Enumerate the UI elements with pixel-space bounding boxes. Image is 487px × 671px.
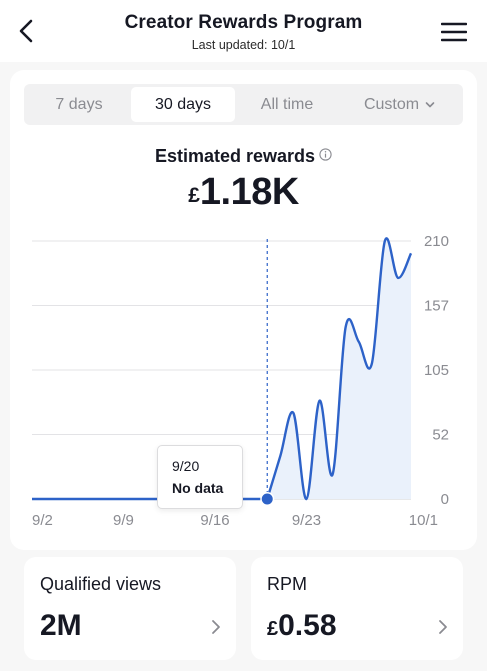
series-line xyxy=(266,237,413,501)
series-area xyxy=(267,238,411,500)
x-tick-label: 10/1 xyxy=(409,512,438,529)
rpm-label: RPM xyxy=(267,574,307,594)
menu-icon[interactable] xyxy=(441,20,467,44)
back-arrow-icon[interactable] xyxy=(14,18,40,44)
tab-label: 7 days xyxy=(55,95,103,113)
rewards-amount: 1.18K xyxy=(199,171,299,213)
estimated-rewards-heading: Estimated rewards xyxy=(10,146,477,167)
y-tick-label: 210 xyxy=(424,233,449,250)
tab-label: 30 days xyxy=(154,95,212,113)
stat-number: 2M xyxy=(40,609,82,642)
x-tick-label: 9/23 xyxy=(292,512,321,529)
page-title: Creator Rewards Program xyxy=(124,12,363,33)
tab-30-days[interactable]: 30 days xyxy=(131,87,235,122)
stat-number: 0.58 xyxy=(278,609,337,642)
date-range-tabs: 7 days 30 days All time Custom xyxy=(24,84,463,125)
y-tick-label: 157 xyxy=(424,298,449,315)
tab-label: Custom xyxy=(363,95,420,113)
line-chart-svg: 0 52 105 157 210 9/2 9/9 9/16 9/23 10/1 xyxy=(32,233,449,529)
x-tick-label: 9/16 xyxy=(200,512,229,529)
rpm-value: £0.58 xyxy=(267,609,337,643)
tooltip-value: No data xyxy=(172,480,224,496)
tab-custom[interactable]: Custom xyxy=(339,87,460,122)
estimated-rewards-label: Estimated rewards xyxy=(154,146,316,166)
info-icon[interactable] xyxy=(319,148,332,161)
tab-all-time[interactable]: All time xyxy=(235,87,339,122)
currency-symbol: £ xyxy=(188,184,200,207)
x-tick-label: 9/9 xyxy=(113,512,134,529)
currency-symbol: £ xyxy=(267,618,279,640)
rpm-card[interactable]: RPM £0.58 xyxy=(251,557,463,660)
chevron-down-icon xyxy=(425,101,435,107)
qualified-views-value: 2M xyxy=(40,609,82,643)
highlight-dot xyxy=(261,493,273,505)
y-tick-label: 105 xyxy=(424,362,449,379)
top-bar: Creator Rewards Program Last updated: 10… xyxy=(0,0,487,62)
qualified-views-card[interactable]: Qualified views 2M xyxy=(24,557,236,660)
last-updated-text: Last updated: 10/1 xyxy=(191,38,296,52)
tooltip-date: 9/20 xyxy=(172,458,200,474)
estimated-rewards-value: £1.18K xyxy=(10,171,477,214)
qualified-views-label: Qualified views xyxy=(40,574,162,594)
chart-tooltip: 9/20 No data xyxy=(157,445,243,509)
y-tick-label: 52 xyxy=(432,427,449,444)
y-tick-label: 0 xyxy=(441,491,449,508)
chevron-right-icon xyxy=(212,620,220,634)
tab-7-days[interactable]: 7 days xyxy=(27,87,131,122)
tab-label: All time xyxy=(260,95,314,113)
chevron-right-icon xyxy=(439,620,447,634)
rewards-chart: 0 52 105 157 210 9/2 9/9 9/16 9/23 10/1 xyxy=(0,220,487,540)
x-tick-label: 9/2 xyxy=(32,512,53,529)
